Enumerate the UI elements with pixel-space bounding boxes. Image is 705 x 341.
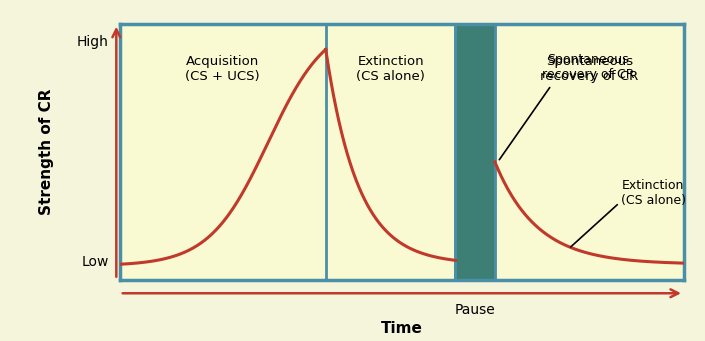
Text: Strength of CR: Strength of CR: [39, 89, 54, 215]
Text: Low: Low: [81, 255, 109, 269]
Text: Spontaneous
recovery of CR: Spontaneous recovery of CR: [540, 55, 639, 83]
Bar: [455, 24, 495, 280]
Text: High: High: [77, 35, 109, 49]
Text: Spontaneous
recovery of CR: Spontaneous recovery of CR: [541, 53, 634, 81]
Text: Extinction
(CS alone): Extinction (CS alone): [620, 179, 686, 207]
Text: Acquisition
(CS + UCS): Acquisition (CS + UCS): [185, 55, 260, 83]
Text: Pause: Pause: [455, 303, 496, 317]
Text: Time: Time: [381, 321, 423, 336]
Text: Extinction
(CS alone): Extinction (CS alone): [356, 55, 425, 83]
